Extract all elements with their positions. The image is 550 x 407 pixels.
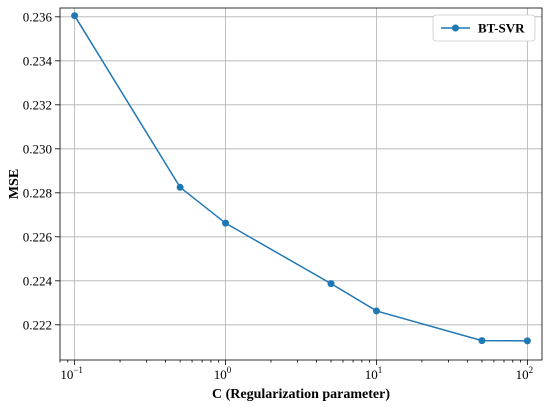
x-tick-label: 102 <box>516 365 534 382</box>
data-point <box>372 307 380 315</box>
x-tick-label: 101 <box>365 365 383 382</box>
ticks: 10−1 100 101 102 0.222 0.224 0.226 0.228 0.230 0.… <box>23 9 533 382</box>
y-tick-label: 0.232 <box>23 97 52 112</box>
data-point <box>478 337 486 345</box>
x-tick-label: 100 <box>214 365 232 382</box>
y-tick-label: 0.226 <box>23 229 53 244</box>
data-point <box>523 337 531 345</box>
x-tick-label: 10−1 <box>60 365 83 382</box>
y-tick-label: 0.230 <box>23 141 52 156</box>
data-point <box>222 219 230 227</box>
legend: BT-SVR <box>432 14 536 42</box>
legend-marker <box>452 24 459 32</box>
y-tick-label: 0.222 <box>23 317 52 332</box>
y-tick-label: 0.234 <box>23 53 53 68</box>
series-group <box>71 12 531 345</box>
data-point <box>327 280 335 288</box>
data-point <box>71 12 79 20</box>
y-axis-label: MSE <box>7 169 22 199</box>
plot-frame <box>59 7 543 361</box>
y-tick-label: 0.224 <box>23 273 53 288</box>
legend-label: BT-SVR <box>478 21 525 36</box>
x-axis-label: C (Regularization parameter) <box>212 387 390 402</box>
y-tick-label: 0.236 <box>23 9 53 24</box>
series-line <box>73 15 528 342</box>
y-tick-label: 0.228 <box>23 185 52 200</box>
legend-box <box>432 14 536 42</box>
grid <box>60 8 542 360</box>
data-point <box>176 183 184 191</box>
